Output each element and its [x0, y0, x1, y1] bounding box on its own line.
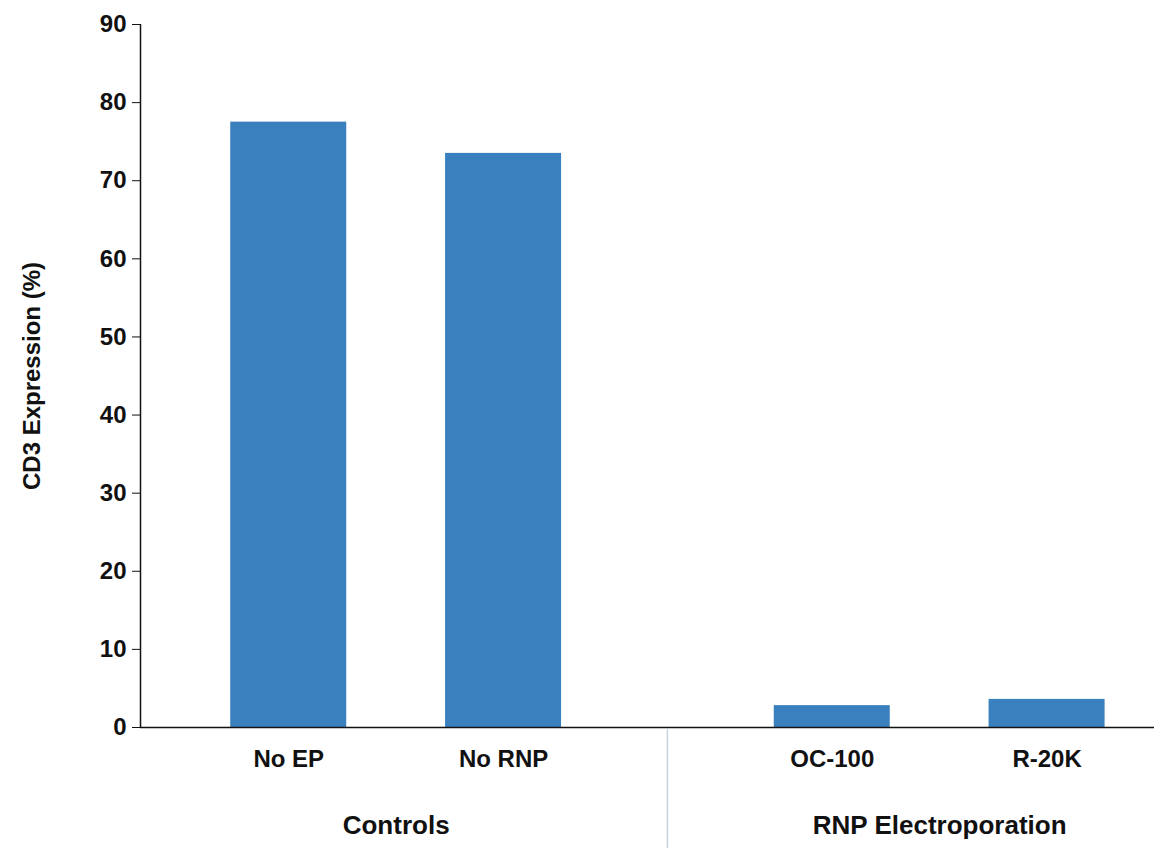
svg-text:Controls: Controls — [343, 810, 450, 840]
svg-text:CD3 Expression (%): CD3 Expression (%) — [18, 262, 45, 490]
svg-text:No RNP: No RNP — [459, 745, 548, 772]
svg-text:RNP Electroporation: RNP Electroporation — [813, 810, 1067, 840]
svg-text:90: 90 — [100, 10, 127, 37]
svg-text:40: 40 — [100, 401, 127, 428]
svg-text:60: 60 — [100, 245, 127, 272]
svg-text:80: 80 — [100, 88, 127, 115]
svg-text:R-20K: R-20K — [1012, 745, 1082, 772]
svg-text:50: 50 — [100, 323, 127, 350]
svg-text:0: 0 — [113, 713, 126, 740]
svg-text:70: 70 — [100, 166, 127, 193]
svg-text:No EP: No EP — [253, 745, 324, 772]
svg-text:OC-100: OC-100 — [790, 745, 874, 772]
svg-text:10: 10 — [100, 635, 127, 662]
svg-text:30: 30 — [100, 479, 127, 506]
svg-text:20: 20 — [100, 557, 127, 584]
